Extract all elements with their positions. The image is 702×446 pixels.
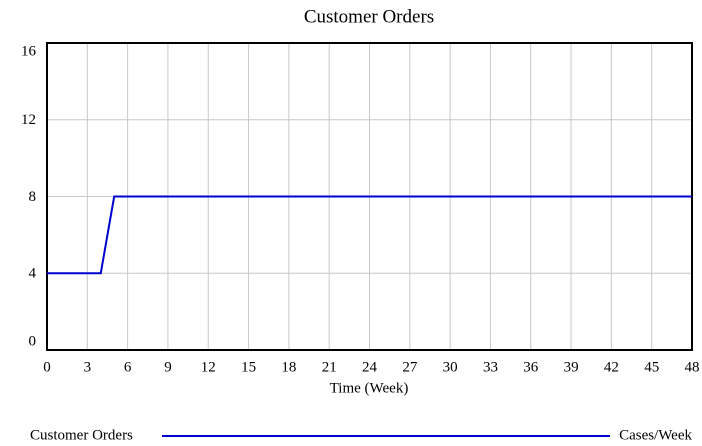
legend-label: Customer Orders — [30, 427, 133, 443]
x-tick-label: 33 — [483, 359, 498, 375]
x-tick-label: 21 — [322, 359, 337, 375]
y-tick-label: 4 — [29, 266, 37, 282]
x-tick-label: 45 — [644, 359, 659, 375]
y-tick-label: 8 — [29, 189, 37, 205]
y-tick-label: 0 — [29, 333, 37, 349]
x-tick-label: 9 — [164, 359, 172, 375]
x-tick-label: 42 — [604, 359, 619, 375]
x-tick-label: 30 — [443, 359, 458, 375]
x-tick-label: 0 — [43, 359, 51, 375]
x-tick-label: 27 — [402, 359, 418, 375]
x-tick-label: 48 — [685, 359, 700, 375]
x-tick-label: 15 — [241, 359, 256, 375]
x-tick-label: 18 — [281, 359, 296, 375]
x-tick-label: 39 — [564, 359, 579, 375]
x-tick-label: 36 — [523, 359, 539, 375]
data-line — [47, 195, 692, 275]
x-tick-label: 12 — [201, 359, 216, 375]
x-tick-label: 6 — [124, 359, 132, 375]
x-tick-label: 3 — [84, 359, 92, 375]
y-tick-label: 16 — [21, 43, 37, 59]
y-tick-label: 12 — [21, 112, 36, 128]
x-axis-label: Time (Week) — [330, 380, 409, 396]
legend-units: Cases/Week — [619, 427, 692, 443]
chart-title: Customer Orders — [304, 6, 434, 27]
x-tick-label: 24 — [362, 359, 378, 375]
